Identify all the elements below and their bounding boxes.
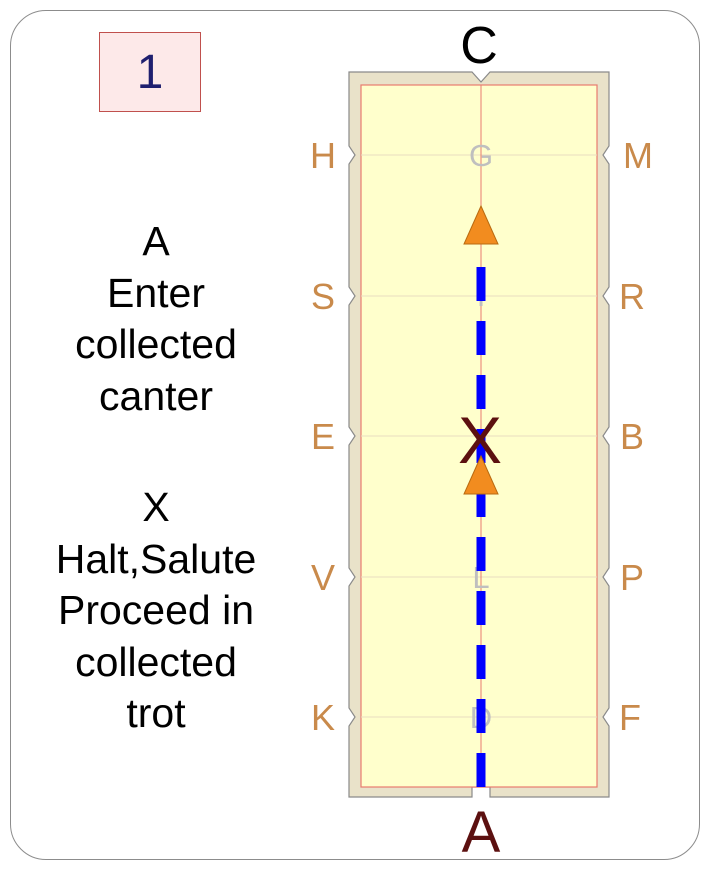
marker-letter-b: B	[620, 416, 644, 457]
end-letter-a: A	[462, 800, 501, 865]
marker-letter-k: K	[311, 697, 335, 738]
marker-letter-v: V	[311, 557, 335, 598]
instruction-a-letter: A	[142, 218, 170, 264]
marker-letter-r: R	[619, 276, 645, 317]
instruction-x-letter: X	[142, 484, 170, 530]
end-letter-c: C	[460, 17, 498, 75]
movement-number: 1	[136, 45, 164, 99]
instruction-at-x: X Halt,Salute Proceed in collected trot	[20, 482, 292, 740]
instruction-a-line: canter	[99, 372, 213, 419]
marker-letter-p: P	[620, 557, 644, 598]
instruction-at-a: A Enter collected canter	[20, 216, 292, 422]
direction-arrow-icon	[463, 454, 499, 495]
instruction-a-line: Enter	[107, 269, 205, 316]
instruction-x-line: collected	[75, 638, 237, 685]
direction-arrow-icon	[463, 204, 499, 245]
movement-number-box: 1	[99, 32, 201, 112]
instruction-x-line: trot	[126, 690, 186, 736]
marker-letter-h: H	[310, 135, 336, 176]
marker-letter-e: E	[311, 416, 335, 457]
centerline-letter-g: G	[469, 138, 493, 173]
instruction-x-line: Halt,Salute	[55, 535, 257, 582]
marker-letter-m: M	[623, 135, 653, 176]
marker-letter-f: F	[619, 697, 641, 738]
instruction-a-line: collected	[75, 321, 237, 367]
marker-letter-s: S	[311, 276, 335, 317]
instruction-x-line: Proceed in	[57, 587, 254, 633]
